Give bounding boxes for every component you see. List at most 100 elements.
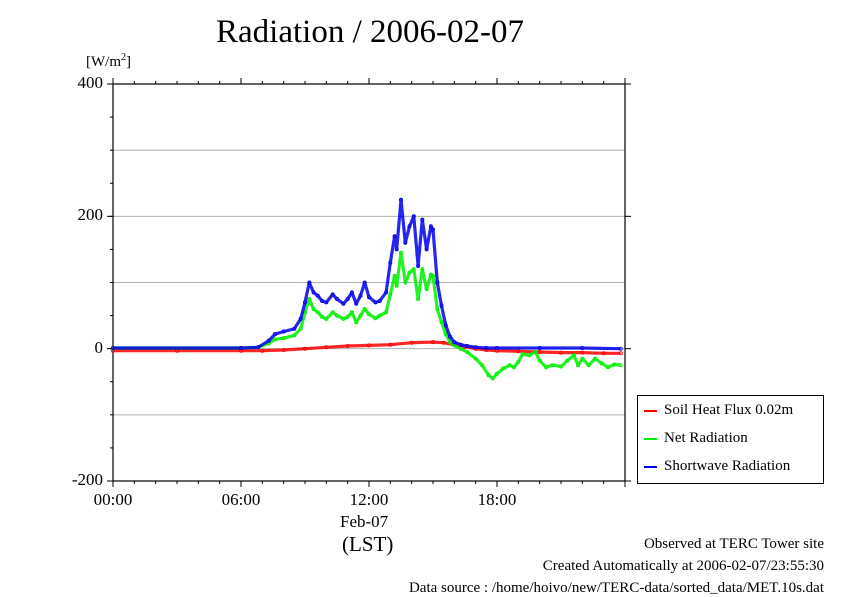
series-point-1	[416, 296, 421, 301]
series-point-1	[320, 314, 325, 319]
series-point-0	[537, 349, 542, 354]
series-point-1	[448, 340, 453, 345]
series-point-1	[298, 326, 303, 331]
series-point-2	[443, 323, 448, 328]
legend-item: Shortwave Radiation	[644, 458, 790, 475]
series-point-2	[349, 290, 354, 295]
series-point-2	[266, 338, 271, 343]
series-point-2	[111, 345, 116, 350]
series-point-2	[494, 345, 499, 350]
series-point-2	[384, 290, 389, 295]
series-point-1	[358, 313, 363, 318]
series-point-2	[345, 296, 350, 301]
series-point-2	[315, 293, 320, 298]
legend-swatch	[644, 437, 657, 440]
series-point-1	[315, 310, 320, 315]
series-point-1	[354, 320, 359, 325]
series-point-0	[618, 351, 623, 356]
y-axis-label-sup: 2	[121, 52, 126, 63]
series-point-1	[420, 267, 425, 272]
series-point-1	[388, 292, 393, 297]
series-point-2	[428, 224, 433, 229]
series-point-1	[349, 310, 354, 315]
series-point-1	[435, 306, 440, 311]
x-tick-label: 06:00	[221, 490, 261, 509]
series-point-2	[334, 296, 339, 301]
y-axis-label-pre: [W/m	[86, 54, 121, 70]
series-point-1	[330, 310, 335, 315]
legend-item: Net Radiation	[644, 430, 748, 447]
series-point-1	[507, 363, 512, 368]
series-point-1	[593, 356, 598, 361]
series-point-2	[307, 280, 312, 285]
x-date-label: Feb-07	[340, 512, 389, 531]
series-point-1	[377, 313, 382, 318]
y-axis-label: [W/m2]	[86, 52, 131, 71]
series-point-1	[430, 273, 435, 278]
series-point-2	[580, 345, 585, 350]
series-point-1	[565, 358, 570, 363]
series-point-2	[473, 345, 478, 350]
series-point-1	[501, 366, 506, 371]
series-point-2	[341, 301, 346, 306]
series-point-2	[273, 332, 278, 337]
series-point-1	[599, 361, 604, 366]
series-point-2	[324, 300, 329, 305]
x-tick-label: 00:00	[93, 490, 133, 509]
series-point-1	[411, 267, 416, 272]
series-point-2	[377, 298, 382, 303]
series-point-0	[260, 348, 265, 353]
series-point-1	[544, 365, 549, 370]
series-line-2	[113, 198, 621, 351]
series-point-1	[537, 358, 542, 363]
series-point-2	[465, 343, 470, 348]
series-point-0	[441, 340, 446, 345]
series-point-2	[330, 292, 335, 297]
series-point-2	[366, 295, 371, 300]
series-point-1	[586, 363, 591, 368]
legend-item: Soil Heat Flux 0.02m	[644, 402, 793, 419]
series-point-1	[612, 362, 617, 367]
y-tick-label: 0	[94, 337, 104, 357]
series-point-1	[550, 363, 555, 368]
series-point-2	[281, 329, 286, 334]
x-tick-label: 18:00	[477, 490, 517, 509]
series-point-1	[533, 349, 538, 354]
series-point-2	[256, 345, 261, 350]
footer-created: Created Automatically at 2006-02-07/23:5…	[542, 558, 824, 574]
series-point-2	[484, 345, 489, 350]
series-point-2	[362, 280, 367, 285]
series-point-1	[605, 365, 610, 370]
series-point-2	[320, 298, 325, 303]
series-point-2	[448, 334, 453, 339]
series-point-1	[366, 312, 371, 317]
series-point-2	[411, 214, 416, 219]
series-point-2	[238, 345, 243, 350]
series-point-0	[559, 350, 564, 355]
series-point-1	[373, 316, 378, 321]
series-point-1	[341, 316, 346, 321]
series-point-0	[580, 350, 585, 355]
series-point-1	[559, 364, 564, 369]
legend-label: Soil Heat Flux 0.02m	[664, 402, 794, 418]
series-point-1	[424, 287, 429, 292]
series-point-1	[392, 273, 397, 278]
series-point-2	[435, 280, 440, 285]
series-point-1	[473, 356, 478, 361]
series-point-1	[490, 376, 495, 381]
series-point-0	[430, 340, 435, 345]
series-point-1	[576, 363, 581, 368]
series-point-2	[354, 301, 359, 306]
series-point-0	[281, 347, 286, 352]
series-point-2	[430, 227, 435, 232]
series-point-0	[345, 343, 350, 348]
legend-label: Net Radiation	[664, 430, 748, 446]
y-tick-label: 200	[77, 205, 104, 225]
series-point-2	[424, 247, 429, 252]
y-axis-label-post: ]	[126, 54, 131, 70]
series-point-2	[452, 340, 457, 345]
series-point-0	[516, 349, 521, 354]
series-point-2	[298, 316, 303, 321]
series-point-1	[281, 336, 286, 341]
